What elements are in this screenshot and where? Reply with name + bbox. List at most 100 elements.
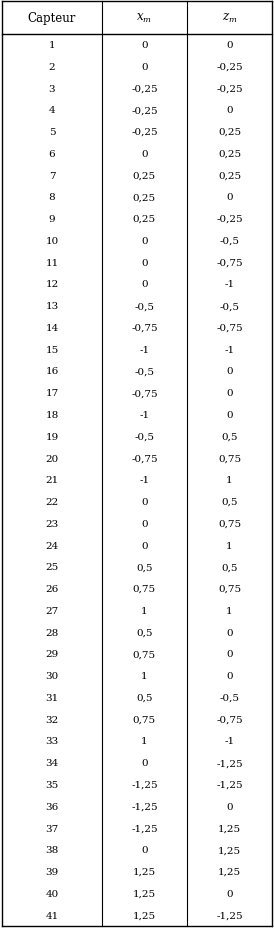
Text: 0: 0 bbox=[141, 258, 148, 267]
Text: 24: 24 bbox=[45, 541, 59, 550]
Text: 16: 16 bbox=[45, 367, 59, 376]
Text: 0: 0 bbox=[141, 845, 148, 855]
Text: 0: 0 bbox=[141, 280, 148, 290]
Text: 3: 3 bbox=[49, 84, 55, 94]
Text: 2: 2 bbox=[49, 63, 55, 71]
Text: 0,5: 0,5 bbox=[136, 628, 153, 637]
Text: -1,25: -1,25 bbox=[216, 910, 243, 920]
Text: 35: 35 bbox=[45, 780, 59, 789]
Text: 23: 23 bbox=[45, 520, 59, 528]
Text: -1,25: -1,25 bbox=[216, 758, 243, 767]
Text: 1: 1 bbox=[49, 41, 55, 50]
Text: 1,25: 1,25 bbox=[133, 867, 156, 876]
Text: -0,25: -0,25 bbox=[131, 128, 158, 137]
Text: 13: 13 bbox=[45, 302, 59, 311]
Text: 0: 0 bbox=[141, 237, 148, 246]
Text: -0,75: -0,75 bbox=[131, 389, 158, 398]
Text: -1: -1 bbox=[224, 737, 235, 746]
Text: -1,25: -1,25 bbox=[131, 824, 158, 832]
Text: 0: 0 bbox=[226, 389, 233, 398]
Text: 0: 0 bbox=[226, 106, 233, 115]
Text: 0,75: 0,75 bbox=[218, 454, 241, 463]
Text: 10: 10 bbox=[45, 237, 59, 246]
Text: 32: 32 bbox=[45, 715, 59, 724]
Text: -0,5: -0,5 bbox=[135, 432, 155, 442]
Text: 38: 38 bbox=[45, 845, 59, 855]
Text: 9: 9 bbox=[49, 215, 55, 224]
Text: 14: 14 bbox=[45, 324, 59, 332]
Text: -1: -1 bbox=[139, 476, 150, 484]
Text: 0,25: 0,25 bbox=[133, 215, 156, 224]
Text: -1: -1 bbox=[224, 280, 235, 290]
Text: 0,5: 0,5 bbox=[136, 562, 153, 572]
Text: -1: -1 bbox=[224, 345, 235, 354]
Text: -1,25: -1,25 bbox=[131, 780, 158, 789]
Text: 0,75: 0,75 bbox=[218, 520, 241, 528]
Text: 12: 12 bbox=[45, 280, 59, 290]
Text: 0: 0 bbox=[226, 193, 233, 202]
Text: 1: 1 bbox=[141, 737, 148, 746]
Text: 22: 22 bbox=[45, 497, 59, 507]
Text: 0: 0 bbox=[141, 520, 148, 528]
Text: 20: 20 bbox=[45, 454, 59, 463]
Text: 0: 0 bbox=[226, 889, 233, 898]
Text: 0,25: 0,25 bbox=[218, 172, 241, 180]
Text: 0,75: 0,75 bbox=[133, 715, 156, 724]
Text: -0,5: -0,5 bbox=[219, 693, 239, 702]
Text: 29: 29 bbox=[45, 650, 59, 659]
Text: 11: 11 bbox=[45, 258, 59, 267]
Text: -0,5: -0,5 bbox=[219, 302, 239, 311]
Text: 6: 6 bbox=[49, 149, 55, 159]
Text: -0,75: -0,75 bbox=[216, 258, 243, 267]
Text: -0,5: -0,5 bbox=[219, 237, 239, 246]
Text: -0,25: -0,25 bbox=[216, 84, 243, 94]
Text: 15: 15 bbox=[45, 345, 59, 354]
Text: 0,75: 0,75 bbox=[133, 650, 156, 659]
Text: $x_m$: $x_m$ bbox=[136, 12, 152, 25]
Text: -1,25: -1,25 bbox=[131, 802, 158, 811]
Text: 0,25: 0,25 bbox=[218, 149, 241, 159]
Text: 0: 0 bbox=[141, 758, 148, 767]
Text: -0,5: -0,5 bbox=[135, 367, 155, 376]
Text: 0: 0 bbox=[226, 628, 233, 637]
Text: 0: 0 bbox=[226, 367, 233, 376]
Text: 28: 28 bbox=[45, 628, 59, 637]
Text: 31: 31 bbox=[45, 693, 59, 702]
Text: 0: 0 bbox=[141, 63, 148, 71]
Text: 1: 1 bbox=[226, 606, 233, 615]
Text: 1,25: 1,25 bbox=[218, 845, 241, 855]
Text: -1: -1 bbox=[139, 410, 150, 419]
Text: -0,25: -0,25 bbox=[131, 84, 158, 94]
Text: 1: 1 bbox=[226, 541, 233, 550]
Text: 30: 30 bbox=[45, 672, 59, 680]
Text: -0,25: -0,25 bbox=[216, 63, 243, 71]
Text: 37: 37 bbox=[45, 824, 59, 832]
Text: 0,75: 0,75 bbox=[133, 585, 156, 594]
Text: 1: 1 bbox=[226, 476, 233, 484]
Text: 39: 39 bbox=[45, 867, 59, 876]
Text: 33: 33 bbox=[45, 737, 59, 746]
Text: 19: 19 bbox=[45, 432, 59, 442]
Text: 0: 0 bbox=[226, 410, 233, 419]
Text: 0: 0 bbox=[141, 41, 148, 50]
Text: -0,25: -0,25 bbox=[131, 106, 158, 115]
Text: 21: 21 bbox=[45, 476, 59, 484]
Text: 18: 18 bbox=[45, 410, 59, 419]
Text: -0,75: -0,75 bbox=[131, 454, 158, 463]
Text: 0,5: 0,5 bbox=[221, 497, 238, 507]
Text: -0,75: -0,75 bbox=[131, 324, 158, 332]
Text: 0,5: 0,5 bbox=[136, 693, 153, 702]
Text: 26: 26 bbox=[45, 585, 59, 594]
Text: 25: 25 bbox=[45, 562, 59, 572]
Text: 1: 1 bbox=[141, 672, 148, 680]
Text: 0,5: 0,5 bbox=[221, 432, 238, 442]
Text: 34: 34 bbox=[45, 758, 59, 767]
Text: 0: 0 bbox=[141, 497, 148, 507]
Text: 0,25: 0,25 bbox=[218, 128, 241, 137]
Text: -0,75: -0,75 bbox=[216, 324, 243, 332]
Text: 0,25: 0,25 bbox=[133, 172, 156, 180]
Text: 1,25: 1,25 bbox=[218, 824, 241, 832]
Text: 0,75: 0,75 bbox=[218, 585, 241, 594]
Text: 0: 0 bbox=[226, 672, 233, 680]
Text: -0,25: -0,25 bbox=[216, 215, 243, 224]
